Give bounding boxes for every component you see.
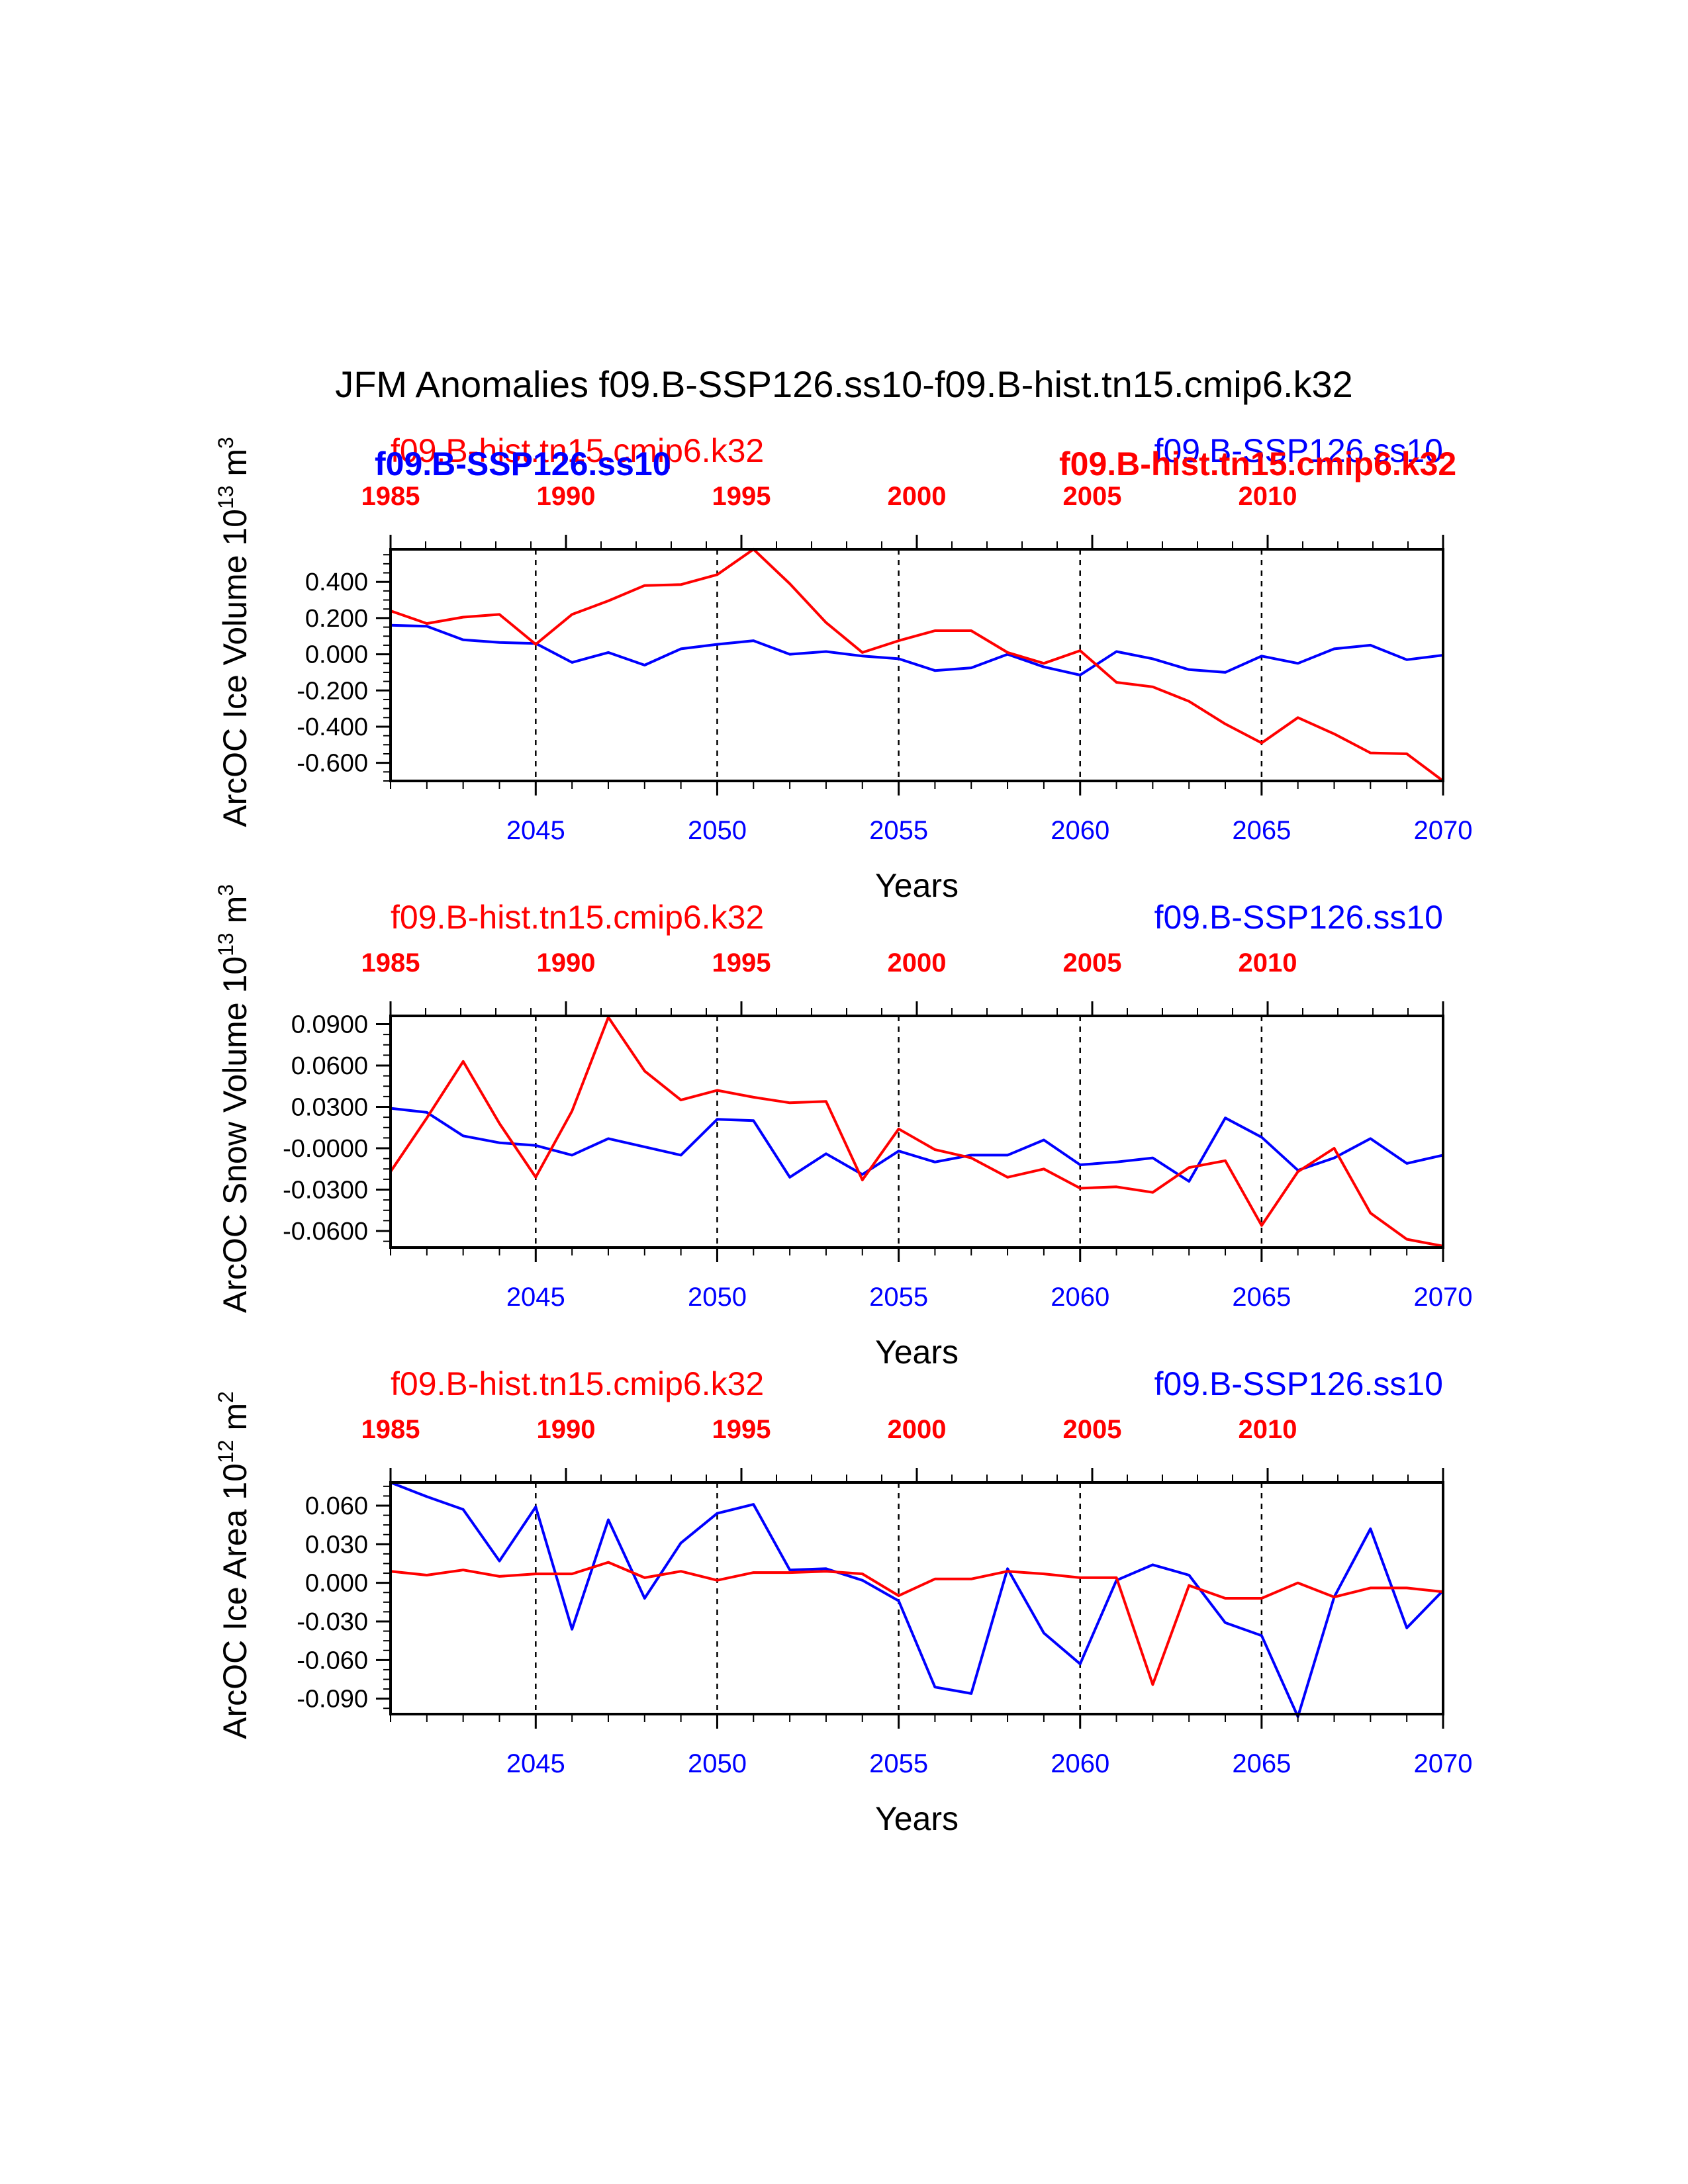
x-tick-label-top: 2005 [1063, 1415, 1122, 1444]
x-tick-label-bottom: 2045 [506, 1283, 565, 1312]
x-tick-label-bottom: 2070 [1414, 1283, 1473, 1312]
chart-panel-1: -0.600 -0.400 -0.200 0.000 0.200 0.400 2045 205… [214, 432, 1472, 904]
y-tick-label: -0.0600 [283, 1218, 368, 1246]
x-tick-label-bottom: 2060 [1051, 816, 1109, 845]
chart-panel-3: -0.090 -0.060 -0.030 0.000 0.030 0.060 2045 205… [214, 1365, 1472, 1837]
y-tick-label: 0.030 [305, 1531, 368, 1559]
y-tick-label: 0.400 [305, 569, 368, 596]
y-tick-label: -0.0300 [283, 1177, 368, 1205]
x-tick-label-top: 2000 [888, 948, 947, 978]
x-tick-label-bottom: 2050 [688, 1749, 747, 1778]
plot-frame [389, 1481, 1444, 1715]
y-label-text: ArcOC Ice Area 10 [216, 1463, 254, 1739]
y-tick-label: 0.0600 [291, 1052, 368, 1080]
y-tick-label: -0.400 [297, 713, 368, 741]
series-line-a [390, 1107, 1444, 1183]
y-label-text: m [216, 449, 254, 486]
x-tick-label-top: 2000 [888, 1415, 947, 1444]
y-tick-label: -0.090 [297, 1686, 368, 1713]
x-tick-label-top: 1990 [537, 1415, 596, 1444]
x-tick-label-bottom: 2070 [1414, 816, 1473, 845]
y-label-exponent: 13 [214, 933, 238, 956]
case-label-right-blue: f09.B-SSP126.ss10 [1154, 432, 1443, 469]
x-tick-label-top: 2005 [1063, 948, 1122, 978]
x-tick-label-bottom: 2045 [506, 816, 565, 845]
x-tick-label-top: 1985 [361, 1415, 420, 1444]
y-axis-label: ArcOC Ice Volume 1013 m3 [214, 437, 254, 827]
plot-frame [389, 1015, 1444, 1249]
x-tick-label-top: 2010 [1239, 1415, 1297, 1444]
y-axis-label: ArcOC Ice Area 1012 m2 [214, 1391, 254, 1739]
x-tick-label-bottom: 2065 [1232, 1749, 1291, 1778]
series-line-b [390, 548, 1444, 782]
x-axis-label: Years [875, 1800, 959, 1837]
x-tick-label-top: 1990 [537, 948, 596, 978]
y-tick-label: -0.200 [297, 677, 368, 705]
series-line-a [390, 1481, 1444, 1718]
y-label-text: m [216, 896, 254, 933]
x-tick-label-top: 1995 [712, 482, 771, 511]
y-label-text: ArcOC Snow Volume 10 [216, 956, 254, 1313]
case-label-left-red: f09.B-hist.tn15.cmip6.k32 [391, 1365, 764, 1402]
y-tick-label: 0.0900 [291, 1011, 368, 1039]
x-tick-label-top: 2010 [1239, 948, 1297, 978]
y-tick-label: 0.000 [305, 641, 368, 669]
case-label-right-red: f09.B-hist.tn15.cmip6.k32 [1059, 445, 1456, 482]
x-tick-label-bottom: 2065 [1232, 1283, 1291, 1312]
x-tick-label-top: 2005 [1063, 482, 1122, 511]
x-tick-label-bottom: 2065 [1232, 816, 1291, 845]
x-tick-label-top: 1985 [361, 482, 420, 511]
x-tick-label-top: 1995 [712, 1415, 771, 1444]
x-axis-label: Years [875, 867, 959, 904]
y-tick-label: -0.030 [297, 1608, 368, 1636]
figure-title: JFM Anomalies f09.B-SSP126.ss10-f09.B-hi… [335, 363, 1353, 405]
y-tick-label: -0.600 [297, 750, 368, 778]
case-label-right-blue: f09.B-SSP126.ss10 [1154, 899, 1443, 936]
series-line-b [389, 1016, 1444, 1248]
y-label-exponent: 3 [214, 884, 238, 896]
y-label-exponent: 12 [214, 1439, 238, 1463]
y-label-exponent: 2 [214, 1391, 238, 1403]
y-label-text: ArcOC Ice Volume 10 [216, 509, 254, 827]
series-line-b [390, 1561, 1444, 1686]
y-tick-label: -0.0000 [283, 1135, 368, 1163]
x-tick-label-top: 2010 [1239, 482, 1297, 511]
case-label-left-red: f09.B-hist.tn15.cmip6.k32 [391, 432, 764, 469]
x-tick-label-top: 1995 [712, 948, 771, 978]
x-tick-label-bottom: 2050 [688, 1283, 747, 1312]
y-tick-label: 0.200 [305, 605, 368, 633]
y-label-exponent: 13 [214, 485, 238, 509]
x-tick-label-bottom: 2070 [1414, 1749, 1473, 1778]
x-tick-label-bottom: 2055 [869, 816, 928, 845]
chart-panel-2: -0.0600 -0.0300 -0.0000 0.0300 0.0600 0.0900 2… [214, 884, 1472, 1371]
series-line-a [390, 623, 1444, 676]
x-tick-label-bottom: 2045 [506, 1749, 565, 1778]
y-tick-label: 0.0300 [291, 1094, 368, 1122]
y-tick-label: 0.000 [305, 1570, 368, 1598]
x-axis-label: Years [875, 1334, 959, 1371]
x-tick-label-bottom: 2055 [869, 1283, 928, 1312]
y-axis-label: ArcOC Snow Volume 1013 m3 [214, 884, 254, 1313]
y-tick-label: 0.060 [305, 1492, 368, 1520]
x-tick-label-bottom: 2050 [688, 816, 747, 845]
case-label-right-blue: f09.B-SSP126.ss10 [1154, 1365, 1443, 1402]
x-tick-label-top: 1990 [537, 482, 596, 511]
case-label-left-red: f09.B-hist.tn15.cmip6.k32 [391, 899, 764, 936]
x-tick-label-bottom: 2060 [1051, 1283, 1109, 1312]
y-tick-label: -0.060 [297, 1647, 368, 1674]
x-tick-label-bottom: 2055 [869, 1749, 928, 1778]
case-label-left-blue: f09.B-SSP126.ss10 [375, 445, 671, 482]
x-tick-label-top: 1985 [361, 948, 420, 978]
x-tick-label-bottom: 2060 [1051, 1749, 1109, 1778]
y-label-text: m [216, 1403, 254, 1440]
x-tick-label-top: 2000 [888, 482, 947, 511]
panels-group: -0.600 -0.400 -0.200 0.000 0.200 0.400 2045 205… [214, 432, 1472, 1837]
y-label-exponent: 3 [214, 437, 238, 449]
